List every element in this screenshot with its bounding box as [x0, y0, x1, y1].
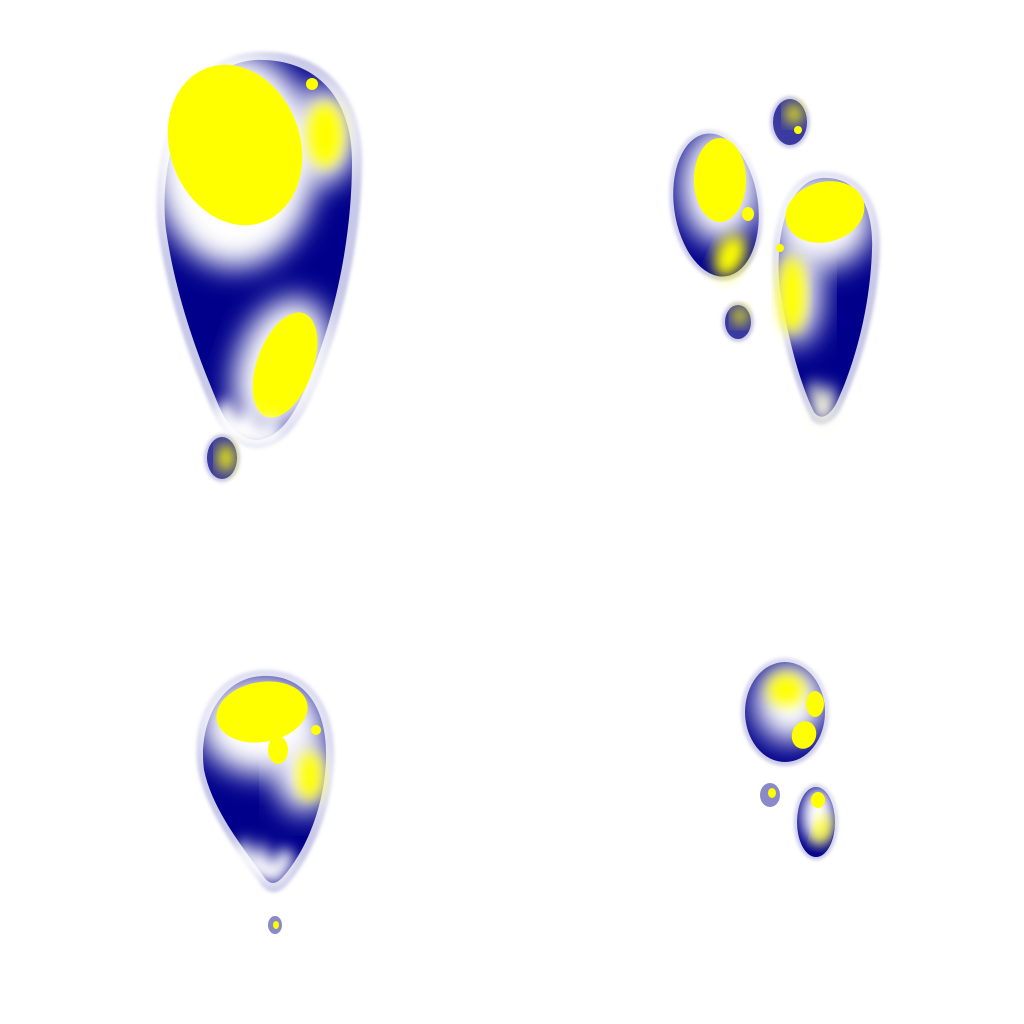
- small-middle-blob: [722, 302, 754, 342]
- top-left-cluster: [153, 51, 362, 482]
- top-right-cluster: [669, 96, 881, 425]
- bottom-left-main-blob: [196, 669, 335, 893]
- tall-right-blob: [769, 171, 881, 425]
- left-oval-blob: [669, 127, 763, 281]
- bottom-right-dot-blob: [760, 783, 780, 807]
- small-drop-blob: [204, 434, 240, 482]
- bottom-right-cluster: [741, 658, 838, 860]
- bottom-right-small-blob: [794, 784, 838, 860]
- tiny-top-blob: [770, 96, 810, 148]
- bottom-right-round-blob: [741, 658, 829, 766]
- large-drop-blob: [153, 51, 362, 450]
- bottom-left-cluster: [196, 669, 335, 934]
- bottom-left-tiny-blob: [268, 916, 282, 934]
